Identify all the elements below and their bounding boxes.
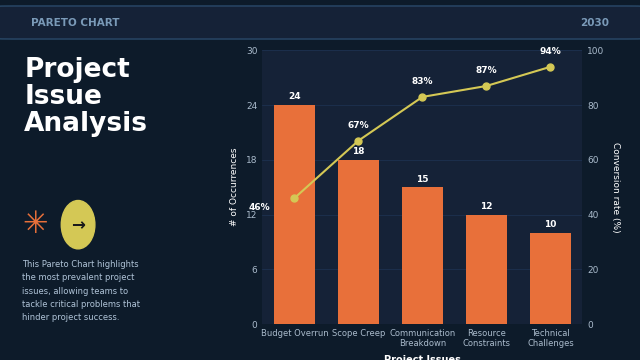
Text: 67%: 67% <box>348 121 369 130</box>
Text: 18: 18 <box>352 147 365 156</box>
Bar <box>402 187 443 324</box>
Text: 15: 15 <box>416 175 429 184</box>
Y-axis label: # of Occurrences: # of Occurrences <box>230 148 239 226</box>
FancyBboxPatch shape <box>0 6 640 39</box>
Bar <box>338 160 379 324</box>
Text: 2030: 2030 <box>580 18 609 27</box>
Circle shape <box>61 201 95 249</box>
Text: This Pareto Chart highlights
the most prevalent project
issues, allowing teams t: This Pareto Chart highlights the most pr… <box>22 260 140 322</box>
Text: 46%: 46% <box>248 203 270 212</box>
Text: PARETO CHART: PARETO CHART <box>31 18 120 27</box>
Text: ✳: ✳ <box>22 210 47 239</box>
Bar <box>529 233 571 324</box>
X-axis label: Project Issues: Project Issues <box>384 355 461 360</box>
Text: 94%: 94% <box>540 47 561 56</box>
Text: 83%: 83% <box>412 77 433 86</box>
Y-axis label: Conversion rate (%): Conversion rate (%) <box>611 142 620 233</box>
Text: 87%: 87% <box>476 66 497 75</box>
Bar <box>274 105 315 324</box>
Text: 12: 12 <box>480 202 493 211</box>
Text: Project
Issue
Analysis: Project Issue Analysis <box>24 57 148 137</box>
Text: →: → <box>71 216 85 234</box>
Text: 24: 24 <box>288 93 301 102</box>
Bar <box>466 215 507 324</box>
Text: 10: 10 <box>544 220 557 229</box>
